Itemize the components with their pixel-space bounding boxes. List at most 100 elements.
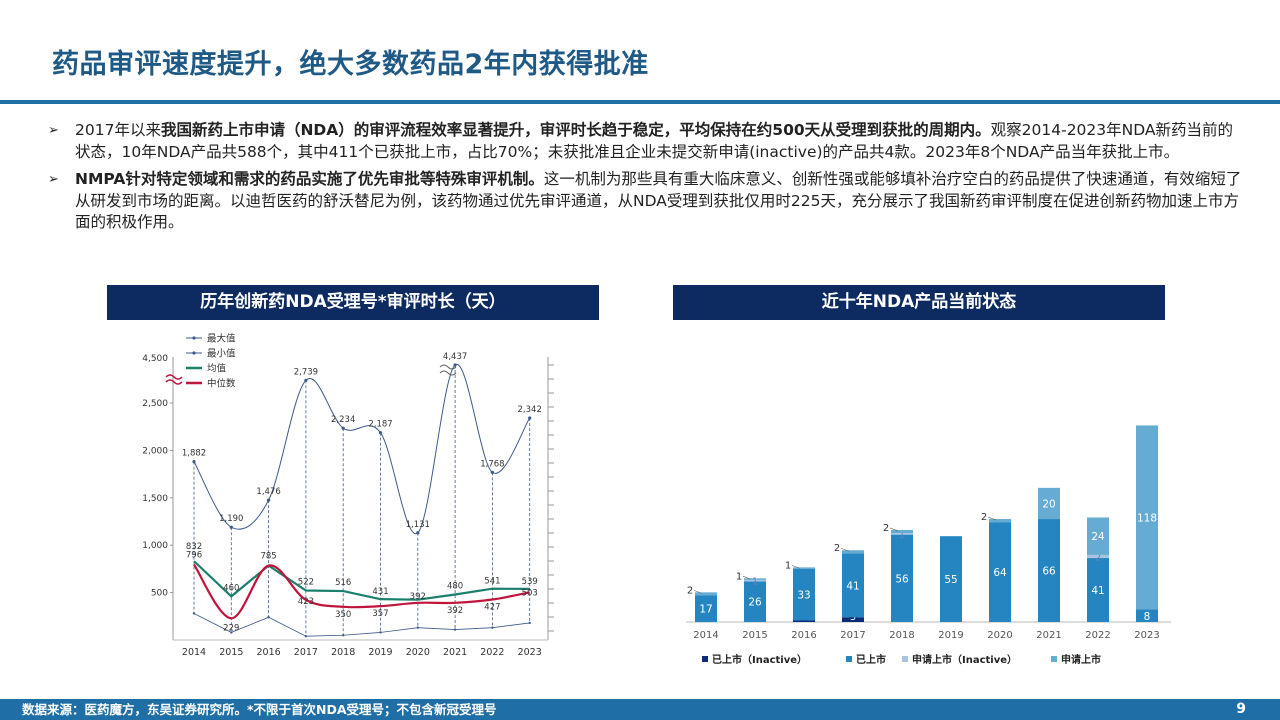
bullet-1-text-a: 2017年以来 — [75, 121, 161, 139]
axis-break-mark — [439, 370, 457, 376]
bar-segment — [842, 553, 864, 618]
median-value-label: 427 — [484, 603, 500, 613]
x-tick-label: 2021 — [1036, 630, 1061, 641]
leader-line — [693, 590, 703, 594]
bar-top-label: 1 — [785, 560, 791, 571]
bar-value-label: 26 — [748, 597, 762, 609]
bar-segment — [1087, 558, 1109, 622]
legend-label: 申请上市 — [1061, 653, 1101, 666]
legend-label: 中位数 — [207, 378, 236, 390]
bar-segment — [891, 529, 913, 534]
arrow-icon: ➢ — [48, 123, 59, 138]
mean-value-label: 480 — [447, 581, 463, 591]
x-tick-label: 2020 — [406, 647, 430, 658]
legend-marker — [192, 351, 196, 355]
x-tick-label: 2022 — [480, 647, 504, 658]
x-tick-label: 2018 — [331, 647, 355, 658]
mean-value-label: 431 — [372, 587, 388, 597]
bar-value-label: 56 — [895, 573, 909, 585]
median-value-label: 357 — [372, 609, 388, 619]
footer-bar: 数据来源：医药魔方，东吴证券研究所。*不限于首次NDA受理号；不包含新冠受理号 … — [0, 699, 1280, 720]
bullet-2-bold: NMPA针对特定领域和需求的药品实施了优先审批等特殊审评机制。 — [75, 170, 544, 188]
x-tick-label: 2017 — [840, 630, 865, 641]
leader-line — [889, 527, 899, 532]
review-duration-line-chart: 500 1,000 1,500 2,000 2,500 4,500 2014 2015 2016… — [142, 333, 554, 658]
bar-top-label: 1 — [736, 571, 742, 582]
max-value-label: 4,437 — [443, 352, 467, 362]
max-point — [192, 459, 196, 464]
bar-segment — [989, 522, 1011, 622]
legend-label: 最小值 — [207, 348, 236, 360]
legend-swatch — [1051, 656, 1057, 662]
bar-segment — [940, 536, 962, 622]
bar-value-label: 1 — [899, 530, 905, 541]
mean-value-label: 522 — [298, 578, 314, 588]
right-chart-title: 近十年NDA产品当前状态 — [673, 285, 1165, 320]
x-tick-label: 2014 — [182, 647, 206, 658]
legend-marker — [192, 336, 196, 340]
arrow-icon: ➢ — [48, 172, 59, 187]
mean-value-label: 460 — [223, 583, 239, 593]
legend-label: 已上市 — [856, 653, 886, 666]
x-tick-label: 2016 — [257, 647, 281, 658]
series-line-mean — [193, 560, 530, 601]
axis-break-mark — [165, 374, 183, 380]
page-title: 药品审评速度提升，绝大多数药品2年内获得批准 — [52, 49, 649, 80]
x-tick-label: 2019 — [938, 630, 963, 641]
bar-segment — [891, 534, 913, 622]
y-tick-label: 1,500 — [142, 494, 168, 504]
left-chart-title: 历年创新药NDA受理号*审评时长（天） — [107, 285, 599, 320]
mean-value-label: 541 — [484, 577, 500, 587]
bar-segment — [891, 533, 913, 535]
min-point — [192, 612, 196, 615]
bar-value-label: 8 — [1144, 611, 1151, 623]
bar-top-label: 2 — [687, 585, 693, 596]
x-tick-label: 2020 — [987, 630, 1012, 641]
bar-segment — [744, 579, 766, 582]
bullet-list: ➢ 2017年以来我国新药上市申请（NDA）的审评流程效率显著提升，审评时长趋于… — [48, 120, 1248, 240]
y-tick-label: 2,000 — [142, 446, 168, 456]
max-point — [378, 431, 383, 435]
x-tick-label: 2017 — [294, 647, 318, 658]
bar-segment — [989, 519, 1011, 523]
max-point — [490, 470, 494, 474]
bar-segment — [793, 567, 815, 569]
max-point — [267, 498, 271, 502]
max-point — [416, 531, 420, 535]
x-tick-label: 2019 — [368, 647, 392, 658]
max-point — [528, 416, 532, 420]
min-point — [453, 628, 457, 631]
bar-segment — [1136, 425, 1158, 610]
bar-segment — [1087, 517, 1109, 555]
median-value-label: 350 — [335, 610, 351, 620]
bar-value-label: 55 — [944, 574, 957, 586]
bar-segment — [793, 568, 815, 621]
max-value-label: 1,131 — [406, 520, 430, 530]
bar-value-label: 20 — [1042, 498, 1055, 510]
legend-label: 申请上市（Inactive） — [912, 653, 1017, 666]
median-value-label: 392 — [447, 606, 463, 616]
bullet-1: ➢ 2017年以来我国新药上市申请（NDA）的审评流程效率显著提升，审评时长趋于… — [48, 120, 1248, 163]
bar-value-label: 41 — [1091, 585, 1104, 597]
min-point — [230, 631, 233, 634]
y-tick-label: 500 — [151, 589, 168, 599]
min-point — [304, 635, 308, 638]
bar-value-label: 118 — [1137, 512, 1157, 524]
max-point — [229, 525, 233, 529]
bar-value-label: 1 — [752, 577, 758, 588]
legend-swatch — [846, 656, 852, 662]
min-point — [379, 631, 382, 634]
bar-value-label: 66 — [1042, 566, 1056, 578]
bar-top-label: 2 — [883, 523, 889, 534]
median-value-label: 796 — [186, 551, 202, 561]
bar-top-label: 2 — [981, 512, 987, 523]
leader-line — [840, 547, 850, 552]
max-value-label: 1,476 — [256, 487, 280, 497]
bar-segment — [842, 550, 864, 554]
min-point — [342, 634, 345, 637]
bar-segment — [1087, 554, 1109, 559]
x-tick-label: 2014 — [693, 630, 718, 641]
bar-value-label: 2 — [1095, 552, 1101, 563]
bullet-2: ➢ NMPA针对特定领域和需求的药品实施了优先审批等特殊审评机制。这一机制为那些… — [48, 169, 1248, 234]
min-point — [528, 621, 531, 625]
